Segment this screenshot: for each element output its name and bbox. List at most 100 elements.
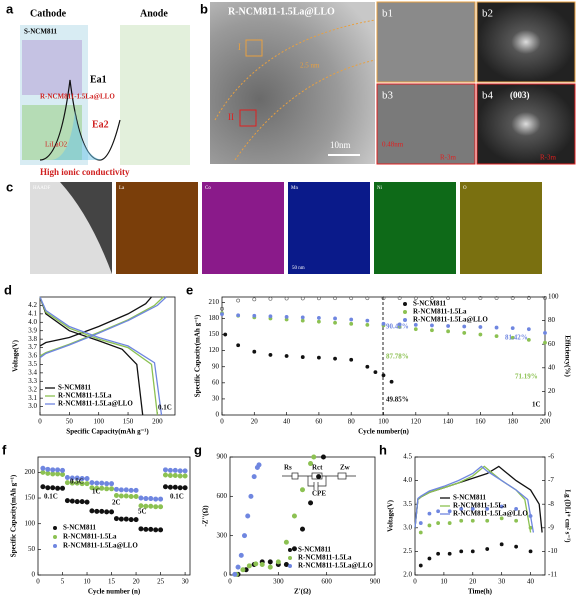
data-point [397,322,402,327]
x-tick-label: 20 [251,418,259,426]
label: 2.5 nm [300,62,320,70]
legend-swatch [288,556,292,560]
data-point [69,475,75,481]
data-point [365,364,370,369]
data-point [236,343,241,348]
data-point [268,296,273,301]
data-point [94,480,100,486]
data-point [109,509,115,515]
y-tick-label: 150 [25,494,36,502]
x-axis-label: Z'(Ω) [294,588,312,596]
data-point [242,533,248,539]
energy-curve [50,110,105,160]
data-point [462,296,467,301]
x-tick-label: 160 [475,418,486,426]
annotation: 81.42% [505,334,528,342]
y2-tick-label: -8 [548,500,554,508]
data-point [162,484,168,490]
data-point [177,473,183,479]
y-tick-label: 60 [212,378,220,386]
y2-tick-label: 40 [548,363,556,371]
data-point [248,493,254,499]
x-tick-label: 0 [220,418,224,426]
data-point [99,480,105,486]
x-tick-label: 30 [498,578,506,586]
y2-tick-label: 80 [548,316,556,324]
y-tick-label: 3.7 [28,343,37,351]
data-point [252,297,257,302]
data-point [299,487,305,493]
data-point [320,454,326,460]
y-axis-label: Voltage(V) [387,499,395,532]
annotation: 0.5C [70,478,84,486]
data-point [459,507,464,511]
y2-tick-label: 60 [548,340,556,348]
x-tick-label: 50 [66,418,74,426]
data-point [283,562,289,568]
data-point [182,468,188,474]
data-point [60,485,66,491]
label: II [228,112,234,122]
data-point [113,486,119,492]
data-point [252,313,257,318]
y-tick-label: 150 [209,330,220,338]
y-tick-label: 3.4 [28,368,37,376]
x-tick-label: 0 [36,578,40,586]
x-tick-label: 10 [440,578,448,586]
x-tick-label: 25 [157,578,165,586]
data-point [543,296,547,300]
data-point [104,509,110,515]
annotation: 1C [92,488,101,496]
data-point [143,503,149,509]
x-tick-label: 100 [93,418,104,426]
data-point [94,508,100,514]
data-point [133,494,139,500]
map [374,182,456,274]
data-point [220,312,224,317]
y-tick-label: 200 [25,468,36,476]
y-tick-label: 30 [212,395,220,403]
data-point [251,474,257,480]
y-tick-label: 600 [217,492,228,500]
data-point [167,467,173,473]
label: 10nm [330,140,351,150]
data-point [418,521,423,525]
y-axis-label: Voltage(V) [12,339,20,372]
map [460,182,542,274]
y-tick-label: 120 [209,346,220,354]
label: La [119,186,125,191]
data-point [494,334,499,339]
legend-label: R-NCM811-1.5La@LLO [63,542,138,550]
data-point [478,332,483,337]
data-point [268,314,273,319]
data-point [514,518,519,523]
x-tick-label: 20 [469,578,477,586]
label: R-NCM811-1.5La@LLO [40,93,115,101]
data-point [349,357,354,362]
data-point [436,521,441,525]
annotation: 0.1C [44,493,58,501]
data-point [526,295,531,300]
label: Ea2 [92,119,109,130]
annotation: 90.42% [386,323,409,331]
label: b4 [482,90,494,102]
data-point [238,552,244,558]
data-point [470,507,475,511]
data-point [499,516,504,521]
y-tick-label: 0 [32,571,36,579]
label: HAADF [33,186,50,191]
hrtem [376,83,476,165]
x-tick-label: 5 [61,578,65,586]
data-point [275,559,281,565]
x-tick-label: 80 [348,418,356,426]
data-point [427,511,432,516]
data-point [99,485,105,491]
data-point [427,556,432,561]
data-point [133,487,139,493]
data-point [118,487,124,493]
data-point [267,559,273,565]
data-point [64,475,70,481]
data-point [118,516,124,522]
data-point [510,296,515,300]
